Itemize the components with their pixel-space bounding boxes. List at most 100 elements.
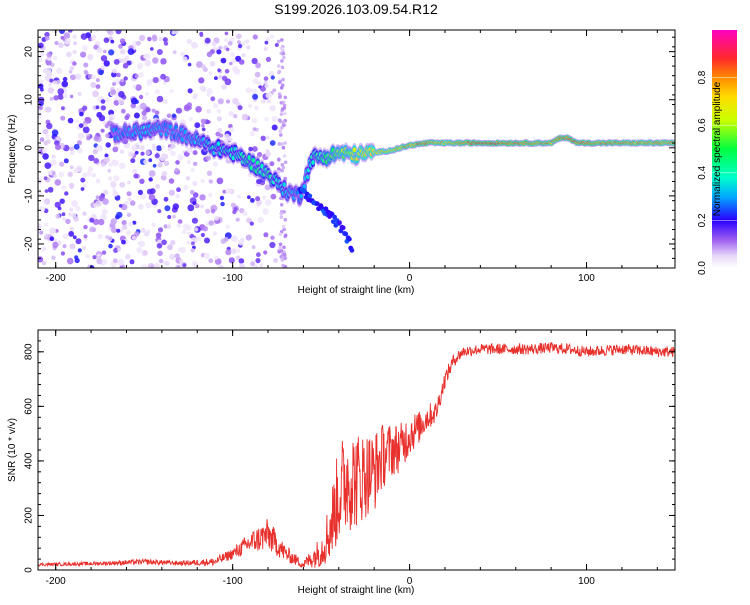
heat-point — [218, 74, 223, 79]
heat-point — [246, 45, 251, 50]
heat-point — [116, 228, 121, 233]
heat-point — [201, 64, 206, 69]
heat-point — [283, 264, 288, 268]
heat-point — [93, 203, 98, 208]
heat-point — [127, 180, 131, 185]
heat-point — [189, 189, 195, 195]
heat-point — [69, 94, 74, 99]
heat-point — [122, 224, 128, 230]
heat-point — [62, 93, 68, 99]
heat-point — [168, 178, 175, 184]
heat-point — [61, 212, 66, 217]
heat-point — [136, 40, 141, 46]
heat-point — [221, 84, 227, 90]
heat-point — [225, 249, 232, 256]
heat-point — [261, 98, 266, 104]
heat-point — [283, 111, 287, 116]
heat-point — [96, 258, 103, 265]
heat-point — [157, 227, 164, 233]
heat-point — [281, 120, 286, 125]
heat-point — [116, 72, 121, 78]
heat-point — [39, 51, 45, 57]
heat-point — [59, 30, 65, 34]
heat-point — [177, 219, 183, 225]
heat-point — [214, 255, 218, 260]
heat-point — [126, 191, 132, 197]
xtick-label: 100 — [578, 576, 595, 587]
heat-point — [119, 38, 126, 44]
heat-point — [212, 231, 218, 236]
heat-point — [139, 102, 147, 110]
heat-point — [55, 144, 61, 151]
heat-point — [199, 194, 206, 201]
heat-point — [170, 239, 176, 246]
heat-point — [38, 177, 43, 184]
heat-point — [75, 238, 82, 245]
heat-point — [141, 115, 148, 121]
heat-point — [62, 244, 67, 249]
heat-point — [82, 183, 87, 189]
heat-point — [266, 99, 271, 104]
heat-point — [69, 226, 74, 231]
heat-point — [100, 65, 105, 71]
heat-point — [59, 161, 65, 167]
heat-point — [156, 95, 164, 103]
heat-point — [44, 31, 50, 38]
heat-point — [347, 236, 352, 242]
heat-point — [186, 147, 193, 154]
ytick-label: 600 — [24, 398, 35, 415]
heat-point — [111, 159, 116, 164]
heat-point — [101, 208, 108, 215]
heat-point — [62, 76, 68, 82]
heat-point — [218, 45, 223, 50]
heat-point — [64, 38, 71, 45]
heat-point — [254, 71, 261, 78]
heat-point — [52, 30, 59, 34]
heat-point — [82, 126, 90, 134]
heat-point — [277, 118, 282, 122]
heat-point — [237, 194, 241, 199]
heat-point — [125, 253, 131, 260]
heat-point — [238, 263, 245, 268]
heat-point — [148, 170, 156, 177]
heat-point — [51, 255, 56, 261]
heat-point — [88, 154, 95, 162]
xtick-label: 0 — [407, 576, 413, 587]
heat-point — [93, 157, 100, 164]
heat-point — [41, 246, 47, 252]
heat-point — [110, 218, 118, 225]
heat-point — [200, 232, 205, 238]
heat-point — [150, 47, 154, 51]
heat-point — [100, 105, 107, 111]
ytick-label: 20 — [24, 46, 35, 58]
heat-point — [117, 258, 125, 266]
colorbar-tick-label: 0.4 — [697, 165, 708, 179]
heat-point — [108, 49, 115, 56]
heat-point — [68, 182, 75, 189]
heat-point — [201, 127, 206, 132]
heat-point — [282, 227, 286, 232]
heat-point — [172, 203, 179, 210]
heat-point — [104, 97, 111, 103]
heat-point — [72, 235, 77, 240]
heat-point — [146, 188, 153, 195]
heat-point — [61, 106, 65, 111]
heat-point — [272, 88, 277, 93]
ytick-label: -20 — [24, 236, 35, 251]
heat-point — [110, 39, 115, 44]
heat-point — [225, 99, 231, 104]
colorbar-tick-label: 0.6 — [697, 118, 708, 132]
heat-point — [255, 62, 261, 69]
heat-point — [69, 65, 75, 71]
heat-point — [251, 245, 256, 250]
heat-point — [283, 160, 288, 165]
heat-point — [112, 190, 119, 197]
heat-point — [139, 178, 145, 184]
heat-point — [192, 201, 197, 206]
heat-point — [143, 231, 150, 237]
heat-point — [157, 162, 163, 168]
heat-point — [40, 87, 44, 92]
heat-point — [156, 243, 163, 249]
heat-point — [252, 146, 258, 152]
heat-point — [44, 162, 52, 169]
